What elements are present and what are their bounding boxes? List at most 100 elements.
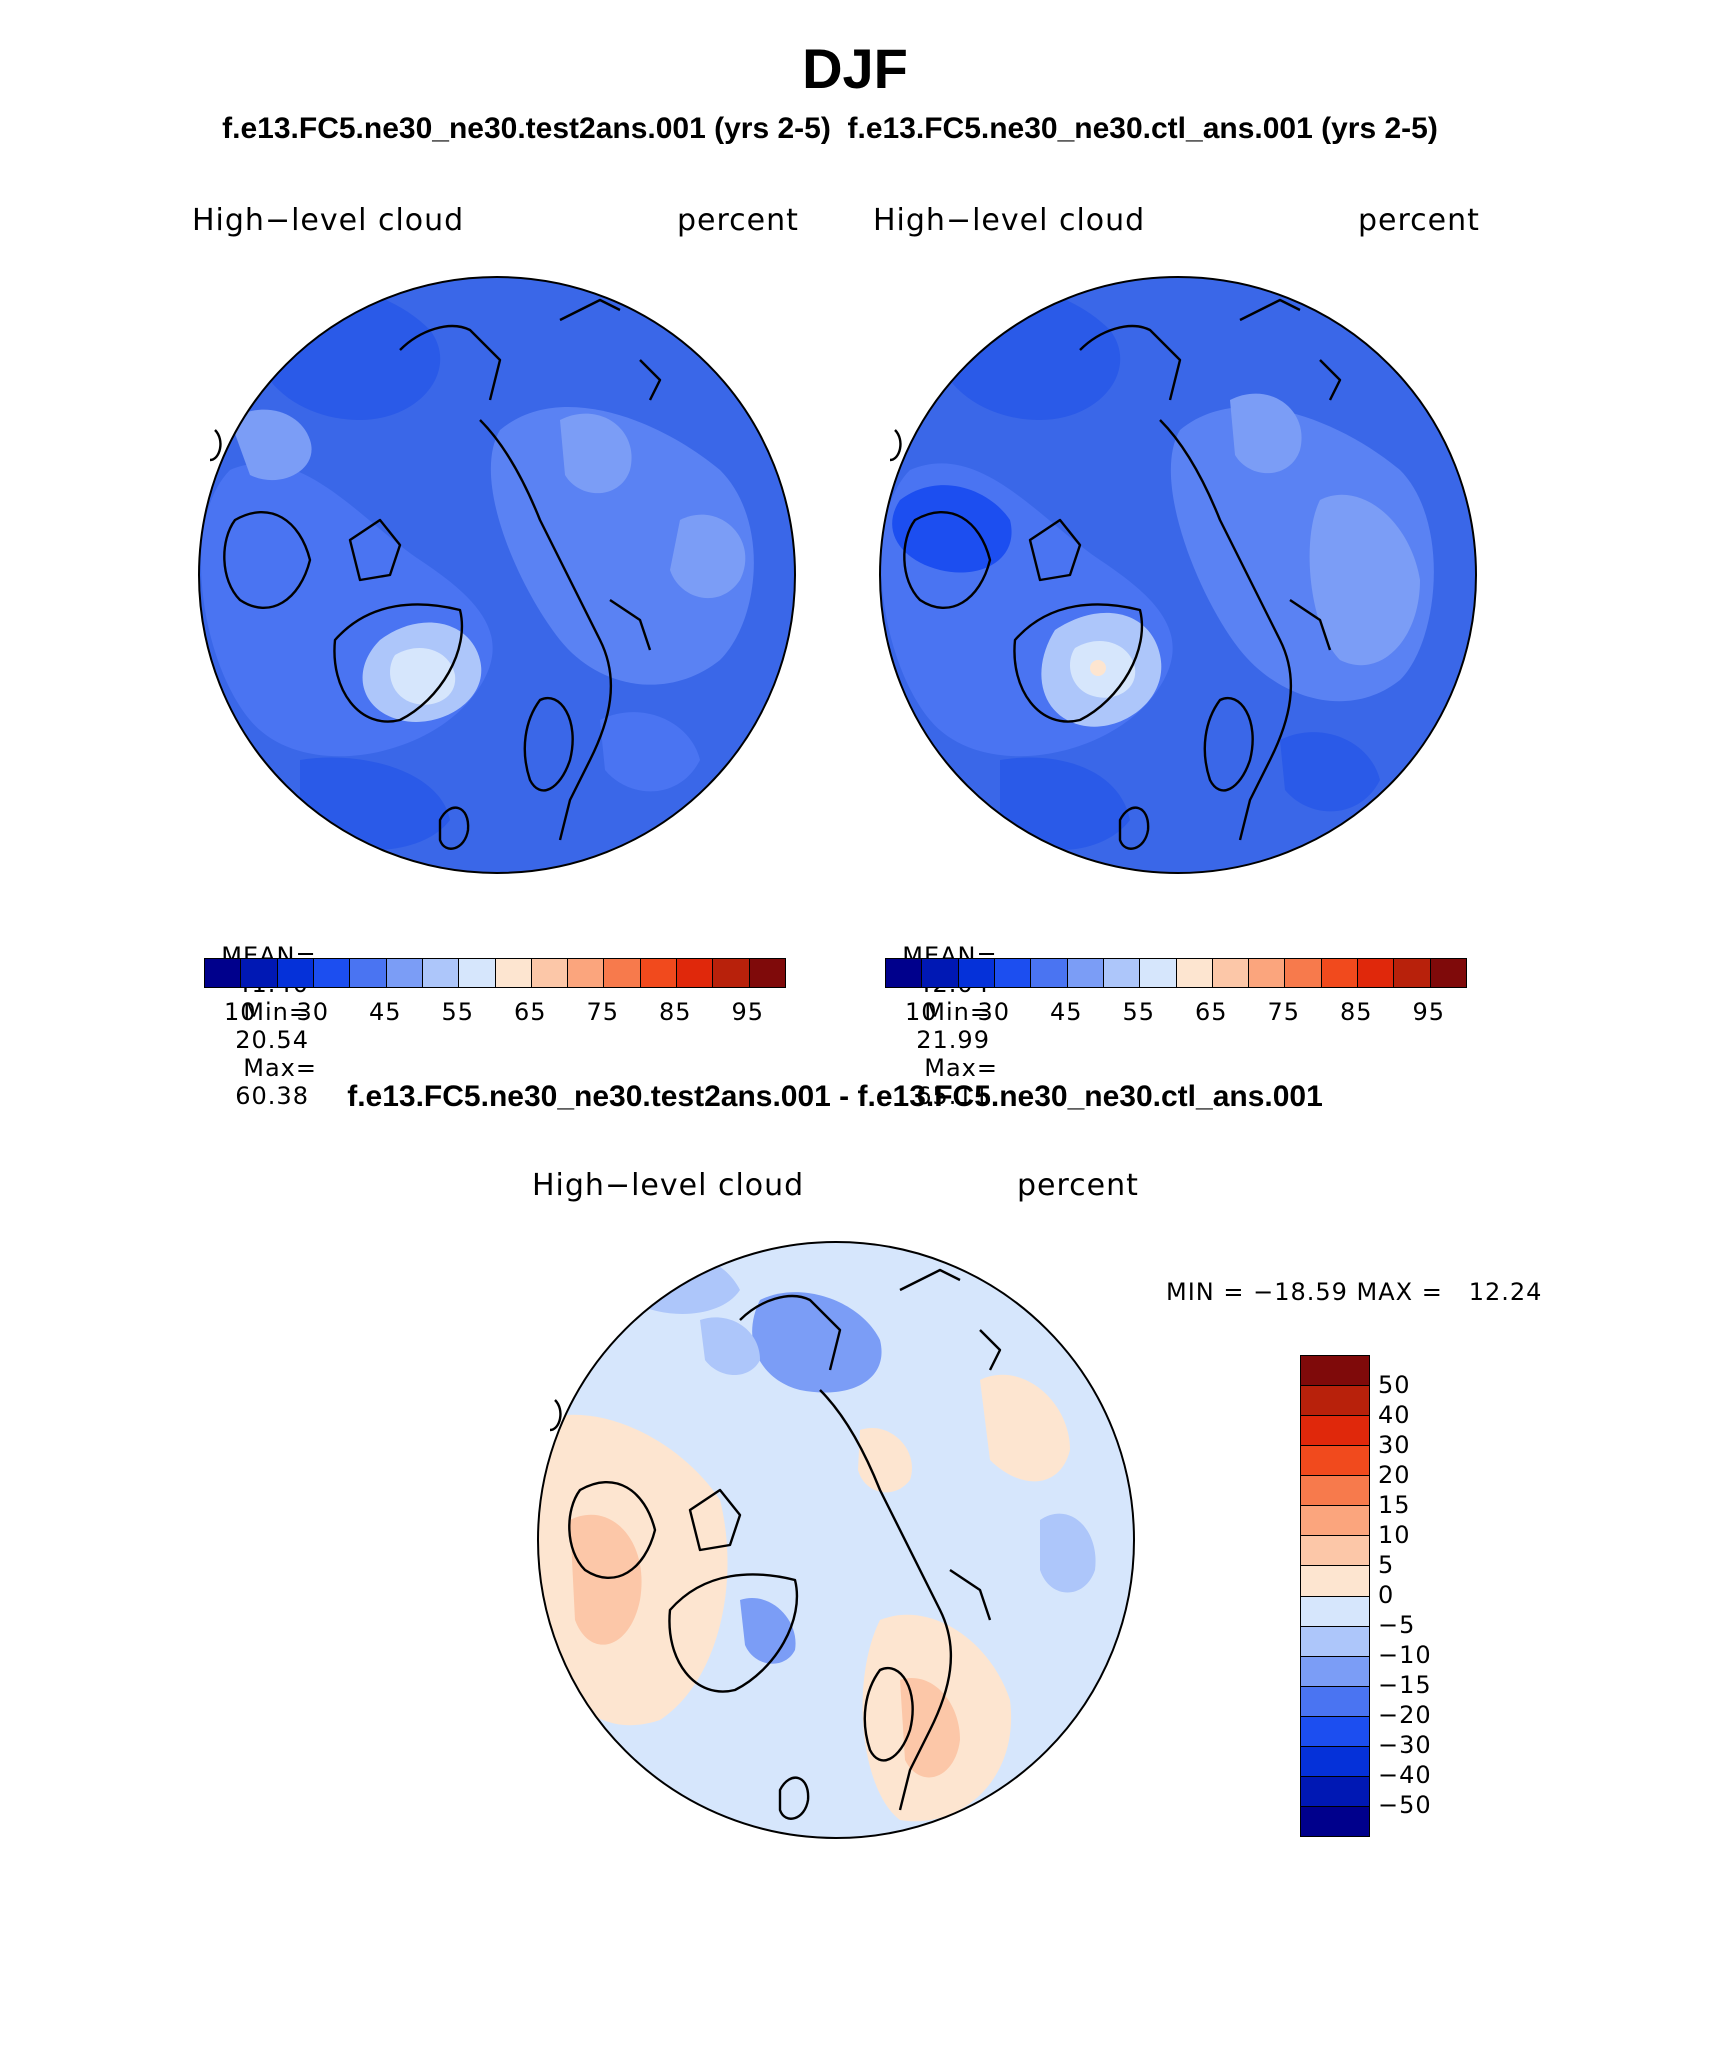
colorbar-swatch xyxy=(1430,959,1466,987)
colorbar-swatch xyxy=(1301,1746,1369,1777)
colorbar-swatch xyxy=(1067,959,1104,987)
colorbar-tick-label: −15 xyxy=(1378,1671,1432,1699)
colorbar-tick-label: 85 xyxy=(1339,998,1373,1026)
colorbar-tick-label: 55 xyxy=(1122,998,1156,1026)
colorbar-swatch xyxy=(531,959,569,987)
colorbar-swatch xyxy=(1394,959,1431,987)
colorbar-tick-label: 10 xyxy=(1378,1521,1411,1549)
diff-units-label: percent xyxy=(1017,1168,1139,1203)
colorbar-swatch xyxy=(1358,959,1395,987)
colorbar-swatch xyxy=(1301,1446,1369,1477)
map2-units-label: percent xyxy=(1358,203,1480,238)
colorbar-swatch xyxy=(677,959,714,987)
colorbar-swatch xyxy=(994,959,1032,987)
colorbar-tick-label: 75 xyxy=(1267,998,1301,1026)
colorbar-tick-label: 95 xyxy=(1412,998,1446,1026)
colorbar-tick-label: 5 xyxy=(1378,1551,1395,1579)
diff-title: f.e13.FC5.ne30_ne30.test2ans.001 - f.e13… xyxy=(347,1080,1323,1113)
colorbar-swatch xyxy=(604,959,641,987)
colorbar-swatch xyxy=(1301,1566,1369,1597)
map1-min-value: 20.54 xyxy=(235,1026,309,1054)
map1-colorbar-labels: 10 30 45 55 65 75 85 95 xyxy=(204,998,786,1028)
colorbar-tick-label: −20 xyxy=(1378,1701,1432,1729)
colorbar-swatch xyxy=(1301,1656,1369,1687)
colorbar-tick-label: 65 xyxy=(1194,998,1228,1026)
colorbar-tick-label: 30 xyxy=(296,998,330,1026)
colorbar-swatch xyxy=(1212,959,1250,987)
colorbar-swatch xyxy=(1301,1356,1369,1387)
colorbar-swatch xyxy=(713,959,750,987)
colorbar-swatch xyxy=(313,959,351,987)
colorbar-swatch xyxy=(1301,1776,1369,1807)
map2-max-label: Max= xyxy=(924,1054,998,1082)
colorbar-tick-label: −5 xyxy=(1378,1611,1416,1639)
colorbar-tick-label: 15 xyxy=(1378,1491,1411,1519)
colorbar-swatch xyxy=(495,959,532,987)
header-case-names: f.e13.FC5.ne30_ne30.test2ans.001 (yrs 2-… xyxy=(222,112,1438,145)
colorbar-swatch xyxy=(350,959,387,987)
colorbar-swatch xyxy=(1176,959,1213,987)
colorbar-swatch xyxy=(1301,1596,1369,1627)
colorbar-swatch xyxy=(1285,959,1322,987)
colorbar-swatch xyxy=(1301,1626,1369,1657)
colorbar-swatch xyxy=(1031,959,1068,987)
colorbar-tick-label: 30 xyxy=(1378,1431,1411,1459)
colorbar-swatch xyxy=(1103,959,1141,987)
colorbar-tick-label: 10 xyxy=(904,998,938,1026)
colorbar-swatch xyxy=(1321,959,1359,987)
colorbar-tick-label: −30 xyxy=(1378,1731,1432,1759)
colorbar-tick-label: 65 xyxy=(513,998,547,1026)
colorbar-swatch xyxy=(1301,1716,1369,1747)
diff-colorbar xyxy=(1300,1355,1370,1837)
colorbar-swatch xyxy=(749,959,785,987)
diff-minmax: MIN = −18.59 MAX = 12.24 xyxy=(1166,1278,1543,1306)
map2-colorbar xyxy=(885,958,1467,988)
diff-polar-plot xyxy=(537,1241,1135,1839)
colorbar-tick-label: 50 xyxy=(1378,1371,1411,1399)
map1-colorbar xyxy=(204,958,786,988)
colorbar-tick-label: 85 xyxy=(658,998,692,1026)
map1-max-value: 60.38 xyxy=(235,1082,309,1110)
map2-colorbar-labels: 10 30 45 55 65 75 85 95 xyxy=(885,998,1467,1028)
colorbar-tick-label: −10 xyxy=(1378,1641,1432,1669)
colorbar-tick-label: 40 xyxy=(1378,1401,1411,1429)
colorbar-swatch xyxy=(568,959,605,987)
colorbar-tick-label: 55 xyxy=(441,998,475,1026)
colorbar-swatch xyxy=(640,959,678,987)
colorbar-swatch xyxy=(886,959,923,987)
map1-max-label: Max= xyxy=(243,1054,317,1082)
map1-stats: MEAN= 41.40 Min= 20.54 Max= 60.38 xyxy=(204,914,317,1110)
map2-min-label: Min= xyxy=(924,998,991,1026)
colorbar-swatch xyxy=(1249,959,1286,987)
colorbar-swatch xyxy=(1301,1806,1369,1836)
map1-min-label: Min= xyxy=(243,998,310,1026)
map2-polar-plot xyxy=(879,276,1477,874)
colorbar-swatch xyxy=(922,959,959,987)
colorbar-swatch xyxy=(277,959,314,987)
colorbar-tick-label: 0 xyxy=(1378,1581,1395,1609)
colorbar-tick-label: 20 xyxy=(1378,1461,1411,1489)
colorbar-tick-label: 95 xyxy=(731,998,765,1026)
colorbar-swatch xyxy=(1301,1386,1369,1417)
map2-min-value: 21.99 xyxy=(916,1026,990,1054)
colorbar-tick-label: −40 xyxy=(1378,1761,1432,1789)
map2-variable-label: High−level cloud xyxy=(873,203,1146,238)
colorbar-tick-label: 45 xyxy=(1049,998,1083,1026)
colorbar-swatch xyxy=(386,959,423,987)
diff-variable-label: High−level cloud xyxy=(532,1168,805,1203)
colorbar-swatch xyxy=(1140,959,1177,987)
map2-max-value: 65.11 xyxy=(916,1082,990,1110)
map1-polar-plot xyxy=(198,276,796,874)
colorbar-swatch xyxy=(241,959,278,987)
colorbar-swatch xyxy=(1301,1686,1369,1717)
colorbar-swatch xyxy=(958,959,995,987)
colorbar-tick-label: 30 xyxy=(977,998,1011,1026)
colorbar-swatch xyxy=(1301,1416,1369,1447)
map1-units-label: percent xyxy=(677,203,799,238)
colorbar-tick-label: 10 xyxy=(223,998,257,1026)
colorbar-tick-label: 75 xyxy=(586,998,620,1026)
season-title: DJF xyxy=(802,37,908,100)
colorbar-swatch xyxy=(459,959,496,987)
colorbar-swatch xyxy=(1301,1506,1369,1537)
